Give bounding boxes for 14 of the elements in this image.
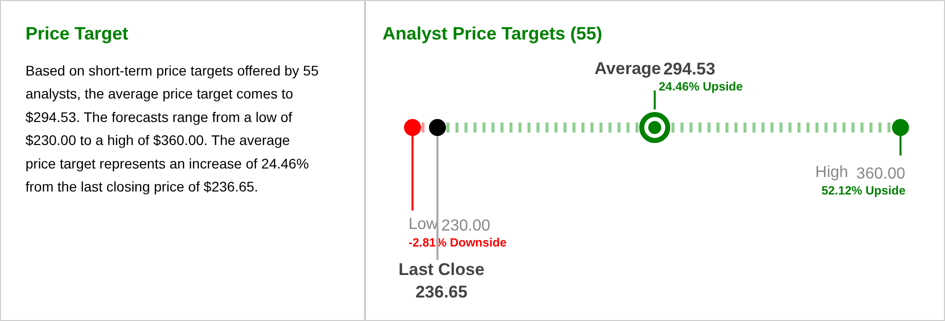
text: Based on short-term price targets offered by 55 analysts, the average price target comes to $294.53. The forecasts range from a low of $230.00 to a high of $360.00. The average price target represents an increase of 24.46% from the last closing price of $236.65. [26, 62, 319, 194]
category-label: Last Close [398, 260, 484, 279]
category-label: Low [408, 216, 438, 233]
text: 24.46% Upside [658, 80, 743, 94]
text: Price Target [26, 24, 128, 44]
category-label: Average [594, 59, 662, 78]
text: -2.81% Downside [408, 236, 507, 250]
text: Analyst Price Targets (55) [382, 24, 602, 44]
data-label: 294.53 [663, 60, 716, 78]
text: 52.12% Upside [821, 184, 906, 198]
data-label: 360.00 [856, 166, 906, 182]
category-label: High [815, 164, 848, 181]
data-label: 236.65 [415, 282, 468, 302]
data-label: 230.00 [441, 218, 490, 234]
